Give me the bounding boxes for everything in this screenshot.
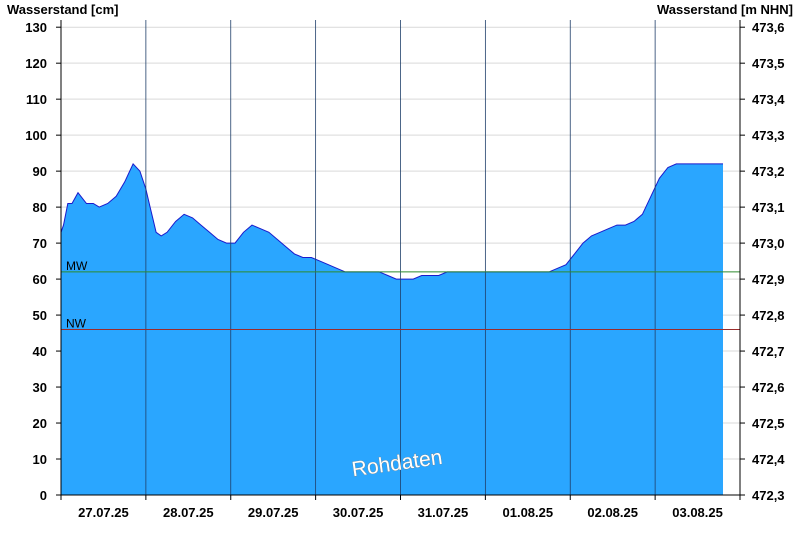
- y-tick-label-right: 473,5: [752, 56, 785, 71]
- y-tick-label-right: 472,3: [752, 488, 785, 503]
- x-tick-label: 28.07.25: [163, 505, 214, 520]
- x-tick-label: 31.07.25: [418, 505, 469, 520]
- y-tick-label-right: 473,1: [752, 200, 785, 215]
- y-tick-label-right: 473,6: [752, 20, 785, 35]
- y-ticks-right: 472,3 472,4 472,5 472,6 472,7 472,8 472,9 473,0…: [740, 20, 785, 503]
- y-tick-label-left: 60: [33, 272, 47, 287]
- x-tick-label: 02.08.25: [587, 505, 638, 520]
- y-tick-label-right: 472,6: [752, 380, 785, 395]
- y-axis-title-right: Wasserstand [m NHN]: [657, 2, 793, 17]
- y-tick-label-left: 40: [33, 344, 47, 359]
- y-tick-label-right: 472,4: [752, 452, 785, 467]
- y-tick-label-left: 90: [33, 164, 47, 179]
- y-ticks-left: 0 10 20 30 40 50 60 70 80 90 100 110 120 130: [25, 20, 61, 503]
- y-tick-label-left: 20: [33, 416, 47, 431]
- x-tick-label: 27.07.25: [78, 505, 129, 520]
- y-tick-label-right: 472,8: [752, 308, 785, 323]
- x-tick-label: 30.07.25: [333, 505, 384, 520]
- y-tick-label-left: 30: [33, 380, 47, 395]
- y-tick-label-right: 472,7: [752, 344, 785, 359]
- y-tick-label-right: 473,2: [752, 164, 785, 179]
- y-tick-label-left: 70: [33, 236, 47, 251]
- y-tick-label-right: 473,3: [752, 128, 785, 143]
- x-tick-label: 29.07.25: [248, 505, 299, 520]
- x-tick-label: 03.08.25: [672, 505, 723, 520]
- x-ticks: 27.07.25 28.07.25 29.07.25 30.07.25 31.07.25…: [60, 495, 741, 520]
- y-tick-label-left: 120: [25, 56, 47, 71]
- reference-label-mw: MW: [66, 259, 88, 273]
- y-tick-label-left: 0: [40, 488, 47, 503]
- y-tick-label-right: 472,5: [752, 416, 785, 431]
- y-tick-label-left: 100: [25, 128, 47, 143]
- y-tick-label-right: 473,0: [752, 236, 785, 251]
- vertical-gridlines: [145, 20, 656, 495]
- y-tick-label-left: 50: [33, 308, 47, 323]
- y-tick-label-left: 10: [33, 452, 47, 467]
- reference-label-nw: NW: [66, 316, 87, 330]
- y-tick-label-right: 472,9: [752, 272, 785, 287]
- reference-lines: MW NW: [61, 259, 740, 330]
- y-tick-label-left: 110: [26, 92, 47, 107]
- x-tick-label: 01.08.25: [503, 505, 554, 520]
- y-tick-label-left: 80: [33, 200, 47, 215]
- y-axis-title-left: Wasserstand [cm]: [7, 2, 119, 17]
- y-tick-label-left: 130: [25, 20, 47, 35]
- y-tick-label-right: 473,4: [752, 92, 785, 107]
